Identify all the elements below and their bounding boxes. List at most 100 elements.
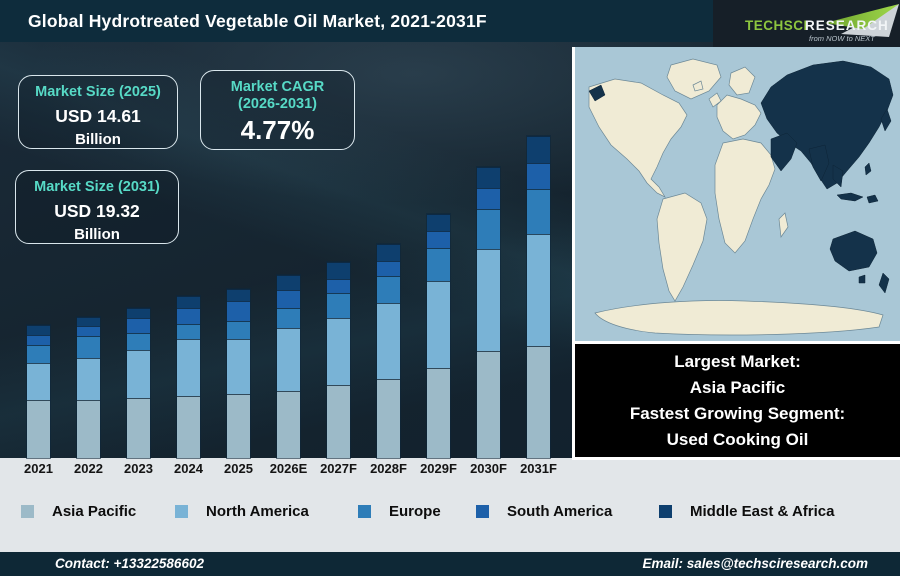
x-axis-label: 2031F [520, 461, 557, 476]
x-axis-label: 2023 [124, 461, 153, 476]
legend-label: North America [206, 503, 309, 520]
map-land [588, 58, 884, 336]
x-axis-label: 2026E [269, 461, 308, 476]
x-axis-label: 2027F [320, 461, 357, 476]
legend-swatch [21, 505, 34, 518]
bar-segment-europe [427, 248, 450, 281]
bar-segment-south-america [427, 231, 450, 248]
bar-segment-europe [277, 308, 300, 328]
bar-segment-asia-pacific [527, 346, 550, 458]
bar-segment-europe [377, 276, 400, 303]
stat-label: Market Size (2031) [34, 179, 160, 195]
bar-segment-asia-pacific [27, 400, 50, 458]
stat-value: USD 19.32 [54, 201, 140, 221]
bar-segment-europe [27, 345, 50, 363]
bar-2028F [377, 244, 400, 458]
bar-segment-south-america [27, 335, 50, 345]
highlight-line: Largest Market: [674, 352, 801, 371]
highlight-line: Fastest Growing Segment: [629, 404, 846, 423]
stat-value: USD 14.61 [55, 106, 141, 126]
bar-segment-south-america [77, 326, 100, 336]
bar-segment-asia-pacific [477, 351, 500, 458]
techsci-logo-graphic: TECHSCI RESEARCH from NOW to NEXT [745, 4, 899, 43]
x-axis-label: 2030F [470, 461, 507, 476]
legend-item-middle-east-africa: Middle East & Africa [659, 503, 834, 520]
stat-label: Market Size (2025) [35, 84, 161, 100]
legend-swatch [476, 505, 489, 518]
bar-2030F [477, 167, 500, 458]
legend-item-asia-pacific: Asia Pacific [21, 503, 136, 520]
bar-segment-asia-pacific [227, 394, 250, 458]
bar-segment-asia-pacific [277, 391, 300, 458]
bar-segment-south-america [127, 318, 150, 333]
highlight-line: Used Cooking Oil [666, 430, 809, 449]
logo-arrow-green [825, 4, 899, 29]
stat-value: 4.77% [240, 115, 315, 145]
bar-segment-north-america [527, 234, 550, 346]
footer-email: Email: sales@techsciresearch.com [642, 556, 868, 571]
page-title: Global Hydrotreated Vegetable Oil Market… [28, 11, 487, 31]
bar-segment-middle-east-africa [277, 275, 300, 290]
legend-label: Middle East & Africa [690, 503, 835, 520]
stat-box-market-size-2025: Market Size (2025) USD 14.61 Billion [18, 75, 178, 149]
map-highlight-asia-pacific [588, 60, 894, 294]
bar-segment-north-america [377, 303, 400, 379]
legend-swatch [659, 505, 672, 518]
footer-bar: Contact: +13322586602 Email: sales@techs… [0, 552, 900, 576]
bar-segment-asia-pacific [177, 396, 200, 458]
bar-segment-north-america [77, 358, 100, 400]
bar-segment-north-america [277, 328, 300, 391]
world-map-graphic [575, 47, 900, 338]
bar-segment-europe [227, 321, 250, 339]
legend-swatch [175, 505, 188, 518]
bar-2025 [227, 289, 250, 458]
logo-tagline: from NOW to NEXT [809, 34, 876, 43]
bar-segment-middle-east-africa [477, 167, 500, 188]
bar-segment-europe [77, 336, 100, 358]
bar-segment-north-america [477, 249, 500, 351]
legend-label: South America [507, 503, 613, 520]
bar-segment-europe [127, 333, 150, 350]
stat-box-market-size-2031: Market Size (2031) USD 19.32 Billion [15, 170, 179, 244]
bar-2026E [277, 275, 300, 458]
legend-item-europe: Europe [358, 503, 441, 520]
bar-2027F [327, 262, 350, 458]
bar-segment-middle-east-africa [427, 214, 450, 231]
x-axis-label: 2024 [174, 461, 203, 476]
bar-segment-north-america [127, 350, 150, 398]
legend-label: Asia Pacific [52, 503, 137, 520]
bar-segment-north-america [427, 281, 450, 368]
stat-unit: Billion [74, 226, 120, 243]
bar-segment-asia-pacific [377, 379, 400, 458]
legend-item-north-america: North America [175, 503, 309, 520]
bar-segment-europe [327, 293, 350, 318]
x-axis-label: 2028F [370, 461, 407, 476]
bar-segment-north-america [327, 318, 350, 385]
bar-segment-north-america [177, 339, 200, 396]
stat-unit: Billion [75, 131, 121, 148]
bar-segment-asia-pacific [127, 398, 150, 458]
highlight-panel: Largest Market: Asia Pacific Fastest Gro… [572, 341, 900, 460]
bar-segment-south-america [277, 290, 300, 308]
bar-segment-south-america [527, 163, 550, 189]
highlight-line: Asia Pacific [689, 378, 786, 397]
x-axis-label: 2029F [420, 461, 457, 476]
bar-segment-middle-east-africa [177, 296, 200, 308]
x-axis-label: 2022 [74, 461, 103, 476]
techsci-logo: TECHSCI RESEARCH from NOW to NEXT [713, 0, 900, 47]
bar-segment-middle-east-africa [127, 308, 150, 318]
bar-segment-europe [527, 189, 550, 234]
axis-and-legend-band [0, 458, 900, 552]
bar-segment-south-america [477, 188, 500, 209]
bar-segment-south-america [377, 261, 400, 276]
bar-segment-asia-pacific [427, 368, 450, 458]
bar-2023 [127, 308, 150, 458]
bar-2024 [177, 296, 200, 458]
bar-segment-north-america [227, 339, 250, 394]
bar-2021 [27, 325, 50, 458]
stat-box-market-cagr: Market CAGR (2026-2031) 4.77% [200, 70, 355, 150]
bar-segment-south-america [177, 308, 200, 324]
stat-label: Market CAGR (2026-2031) [230, 79, 325, 112]
bar-segment-middle-east-africa [27, 325, 50, 335]
